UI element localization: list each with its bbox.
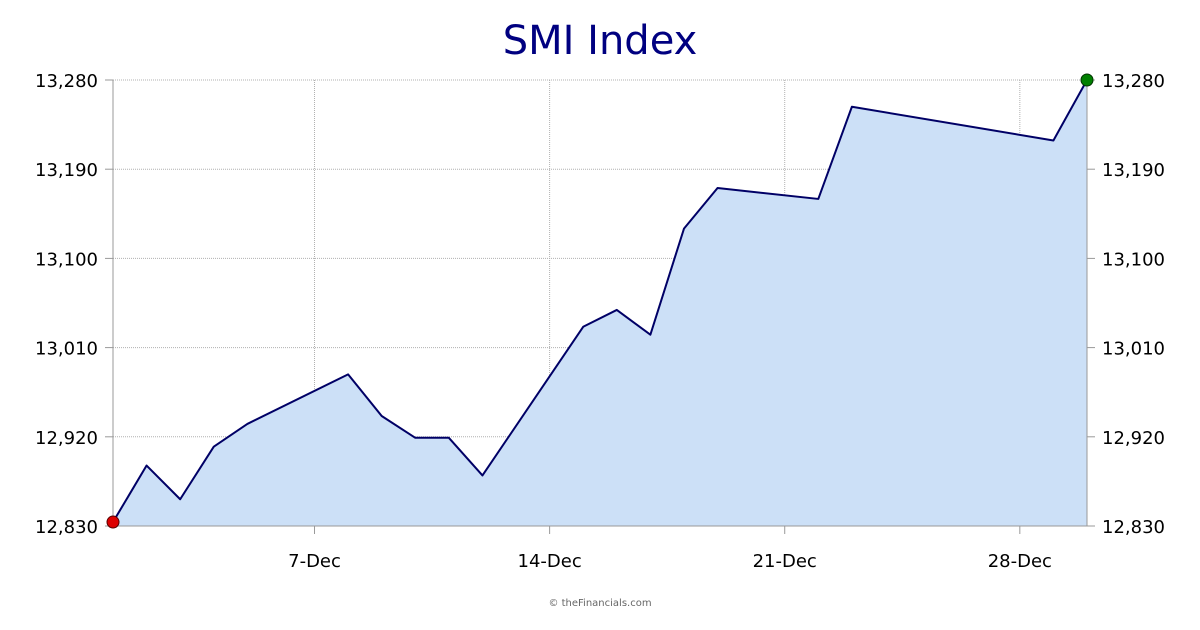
y-tick-label-left: 13,190 <box>35 160 98 181</box>
y-tick-label-left: 12,830 <box>35 517 98 538</box>
data-points <box>106 73 1094 529</box>
y-tick-label-right: 13,280 <box>1102 71 1165 92</box>
plot-frame <box>112 80 1088 527</box>
chart-title: SMI Index <box>502 18 698 64</box>
y-tick-label-right: 13,010 <box>1102 339 1165 360</box>
y-tick-label-right: 12,830 <box>1102 517 1165 538</box>
y-tick-label-left: 12,920 <box>35 428 98 449</box>
y-axis-right: 12,830 12,920 13,010 13,100 13,190 13,280 <box>1087 71 1165 538</box>
start-point-marker <box>106 515 120 529</box>
y-tick-label-left: 13,280 <box>35 71 98 92</box>
end-point-marker <box>1080 73 1094 87</box>
y-tick-label-right: 13,100 <box>1102 249 1165 270</box>
y-axis-left: 12,830 12,920 13,010 13,100 13,190 13,280 <box>35 71 113 538</box>
series-area <box>113 80 1087 526</box>
credit-text: © theFinancials.com <box>548 598 652 609</box>
y-tick-label-right: 12,920 <box>1102 428 1165 449</box>
series-line <box>112 79 1088 523</box>
x-axis: 7-Dec 14-Dec 21-Dec 28-Dec <box>288 526 1052 572</box>
y-tick-label-left: 13,010 <box>35 339 98 360</box>
y-tick-label-left: 13,100 <box>35 249 98 270</box>
y-tick-label-right: 13,190 <box>1102 160 1165 181</box>
x-tick-label: 14-Dec <box>518 551 582 572</box>
x-tick-label: 21-Dec <box>753 551 817 572</box>
x-tick-label: 28-Dec <box>988 551 1052 572</box>
x-tick-label: 7-Dec <box>288 551 341 572</box>
